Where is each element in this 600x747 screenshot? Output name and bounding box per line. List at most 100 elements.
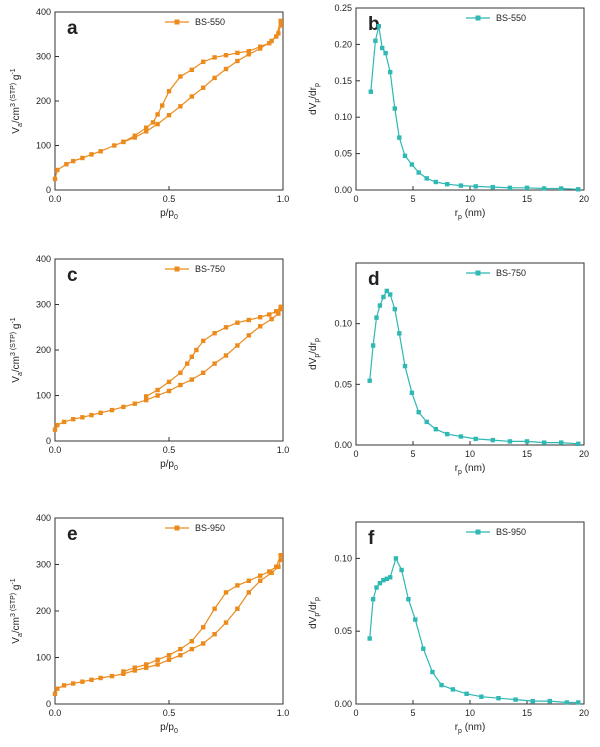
data-point <box>52 691 58 696</box>
data-point <box>258 578 263 583</box>
x-tick-label: 20 <box>579 449 589 459</box>
data-point <box>155 121 160 127</box>
data-point <box>121 671 126 676</box>
y-axis-title-main: dV <box>308 102 319 115</box>
data-point <box>384 576 389 581</box>
data-point <box>160 103 165 108</box>
y-axis-title-rest: /dr <box>308 86 319 98</box>
data-point <box>507 439 513 444</box>
data-point <box>278 306 283 312</box>
data-point <box>189 94 194 99</box>
x-axis-title: p/p0 <box>160 459 178 472</box>
data-point <box>189 377 194 382</box>
data-point <box>377 581 383 586</box>
legend-marker <box>174 266 180 272</box>
data-point <box>89 412 94 418</box>
x-tick-label: 10 <box>465 449 475 459</box>
data-point <box>71 417 76 422</box>
y-axis-title-main: dV <box>308 616 319 629</box>
x-axis-title-rest: (nm) <box>462 722 485 733</box>
y-tick-label: 200 <box>36 345 51 355</box>
data-point <box>513 697 518 702</box>
y-tick-label: 0.00 <box>334 699 352 709</box>
y-axis-title-sub2: p <box>314 338 321 342</box>
legend-marker <box>475 529 481 535</box>
y-axis-title-sub: p <box>314 613 321 617</box>
y-tick-label: 100 <box>36 141 51 151</box>
y-axis-title-sub2: p <box>314 597 321 601</box>
data-point <box>155 393 160 398</box>
data-point <box>155 112 160 117</box>
y-tick-label: 200 <box>36 96 51 106</box>
data-point <box>413 617 418 622</box>
x-tick-label: 15 <box>522 194 532 204</box>
data-point <box>278 304 283 309</box>
data-point <box>559 186 564 191</box>
x-axis-title-main: p/p <box>160 722 174 733</box>
plot-frame <box>54 258 284 442</box>
data-point <box>166 657 172 662</box>
panel-letter: e <box>67 524 78 545</box>
data-point <box>381 294 386 300</box>
y-tick-label: 0.10 <box>334 112 352 122</box>
data-point <box>212 632 217 637</box>
x-tick-label: 5 <box>410 708 415 718</box>
data-point <box>473 184 478 189</box>
data-point <box>223 590 229 595</box>
data-point <box>464 691 469 696</box>
data-point <box>258 573 263 578</box>
y-tick-label: 0.05 <box>334 626 352 636</box>
legend-label: BS-550 <box>195 17 225 27</box>
data-point <box>370 343 376 348</box>
legend-label: BS-750 <box>195 264 225 274</box>
y-axis-title-sup2: -1 <box>10 578 17 584</box>
data-point <box>89 152 94 157</box>
data-point <box>392 106 397 111</box>
data-point <box>269 316 274 322</box>
data-point <box>267 41 272 46</box>
x-tick-label: 10 <box>465 194 475 204</box>
panel-letter: a <box>67 18 78 39</box>
y-tick-label: 300 <box>36 52 51 62</box>
x-axis-title-sub: 0 <box>174 214 178 221</box>
data-point <box>439 682 444 688</box>
data-point <box>458 434 464 439</box>
data-point <box>223 66 229 72</box>
data-point <box>235 583 240 588</box>
y-axis-title-sup: 3 <box>10 352 17 356</box>
data-point <box>80 415 85 420</box>
data-point <box>166 379 172 385</box>
y-tick-label: 0.10 <box>334 319 352 329</box>
y-axis-title-sub: p <box>314 354 321 358</box>
data-point <box>55 422 60 428</box>
x-tick-label: 5 <box>410 194 415 204</box>
data-point <box>388 575 393 580</box>
y-tick-label: 300 <box>36 300 51 310</box>
y-tick-label: 300 <box>36 560 51 570</box>
plot-frame <box>54 11 284 191</box>
y-axis-title-sub: a <box>17 372 24 376</box>
data-point <box>399 567 404 573</box>
data-point <box>258 315 263 320</box>
panel-letter: f <box>368 528 375 549</box>
data-point <box>235 320 240 325</box>
x-axis-title: rp (nm) <box>455 463 486 476</box>
data-point <box>450 687 456 692</box>
data-point <box>274 34 279 39</box>
y-tick-label: 0.05 <box>334 379 352 389</box>
x-axis-title-rest: (nm) <box>462 463 485 474</box>
data-point <box>55 686 60 691</box>
x-tick-label: 0 <box>353 449 358 459</box>
data-point <box>201 59 206 64</box>
y-axis-title: dVp/drp <box>308 338 321 370</box>
panel-letter: d <box>368 269 380 290</box>
data-point <box>246 317 251 323</box>
y-axis-title-main: V <box>11 127 22 134</box>
y-tick-label: 0.25 <box>334 3 352 13</box>
y-tick-label: 0 <box>46 436 51 446</box>
y-tick-label: 0.00 <box>334 440 352 450</box>
data-point <box>402 363 408 369</box>
data-point <box>479 694 484 699</box>
